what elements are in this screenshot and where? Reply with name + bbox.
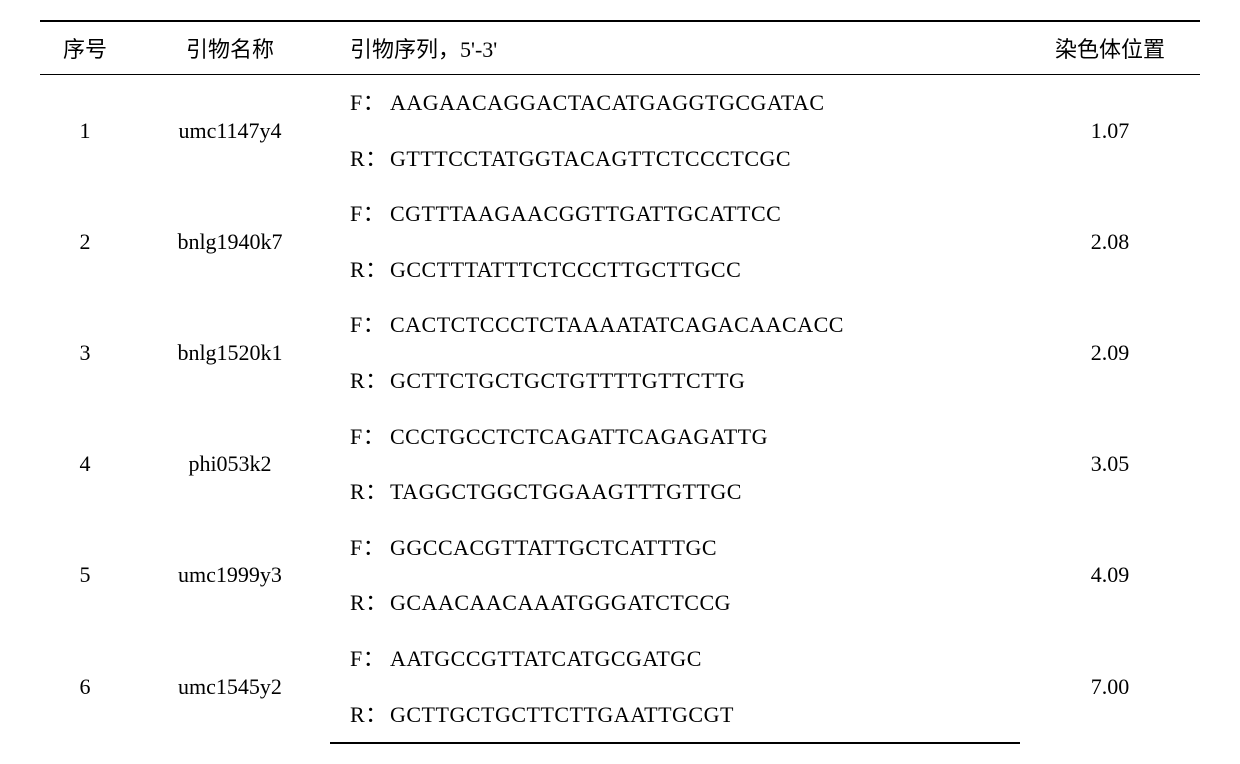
- cell-seq-reverse: R：GCTTCTGCTGCTGTTTTGTTCTTG: [330, 353, 1020, 409]
- table-header-row: 序号 引物名称 引物序列，5'-3' 染色体位置: [40, 21, 1200, 75]
- cell-name: bnlg1520k1: [130, 297, 330, 408]
- table-row: 6 umc1545y2 F：AATGCCGTTATCATGCGATGC 7.00: [40, 631, 1200, 687]
- seq-prefix-f: F：: [350, 639, 390, 679]
- seq-value-r: GCTTGCTGCTTCTTGAATTGCGT: [390, 702, 734, 727]
- cell-name: bnlg1940k7: [130, 186, 330, 297]
- cell-name: phi053k2: [130, 409, 330, 520]
- header-seq: 引物序列，5'-3': [330, 21, 1020, 75]
- seq-value-r: GCCTTTATTTCTCCCTTGCTTGCC: [390, 257, 741, 282]
- header-name: 引物名称: [130, 21, 330, 75]
- header-num: 序号: [40, 21, 130, 75]
- seq-value-f: CCCTGCCTCTCAGATTCAGAGATTG: [390, 424, 768, 449]
- cell-num: 5: [40, 520, 130, 631]
- seq-value-f: CGTTTAAGAACGGTTGATTGCATTCC: [390, 201, 781, 226]
- table-body: 1 umc1147y4 F：AAGAACAGGACTACATGAGGTGCGAT…: [40, 75, 1200, 744]
- cell-pos: 1.07: [1020, 75, 1200, 187]
- cell-pos: 7.00: [1020, 631, 1200, 743]
- cell-seq-reverse: R：GCAACAACAAATGGGATCTCCG: [330, 575, 1020, 631]
- cell-seq-forward: F：CACTCTCCCTCTAAAATATCAGACAACACC: [330, 297, 1020, 353]
- seq-value-r: GCAACAACAAATGGGATCTCCG: [390, 590, 731, 615]
- seq-prefix-f: F：: [350, 417, 390, 457]
- seq-value-f: AATGCCGTTATCATGCGATGC: [390, 646, 702, 671]
- table-row: 4 phi053k2 F：CCCTGCCTCTCAGATTCAGAGATTG 3…: [40, 409, 1200, 465]
- cell-pos: 2.09: [1020, 297, 1200, 408]
- cell-num: 6: [40, 631, 130, 743]
- cell-name: umc1147y4: [130, 75, 330, 187]
- cell-seq-forward: F：GGCCACGTTATTGCTCATTTGC: [330, 520, 1020, 576]
- seq-prefix-r: R：: [350, 472, 390, 512]
- cell-seq-reverse: R：GTTTCCTATGGTACAGTTCTCCCTCGC: [330, 131, 1020, 187]
- cell-num: 3: [40, 297, 130, 408]
- seq-value-f: AAGAACAGGACTACATGAGGTGCGATAC: [390, 90, 825, 115]
- table-row: 5 umc1999y3 F：GGCCACGTTATTGCTCATTTGC 4.0…: [40, 520, 1200, 576]
- cell-seq-reverse: R：TAGGCTGGCTGGAAGTTTGTTGC: [330, 464, 1020, 520]
- cell-name: umc1999y3: [130, 520, 330, 631]
- table-row: 2 bnlg1940k7 F：CGTTTAAGAACGGTTGATTGCATTC…: [40, 186, 1200, 242]
- seq-prefix-r: R：: [350, 250, 390, 290]
- seq-prefix-r: R：: [350, 139, 390, 179]
- cell-num: 2: [40, 186, 130, 297]
- cell-seq-reverse: R：GCCTTTATTTCTCCCTTGCTTGCC: [330, 242, 1020, 298]
- cell-pos: 4.09: [1020, 520, 1200, 631]
- cell-name: umc1545y2: [130, 631, 330, 743]
- seq-value-r: GTTTCCTATGGTACAGTTCTCCCTCGC: [390, 146, 791, 171]
- seq-prefix-f: F：: [350, 305, 390, 345]
- seq-prefix-f: F：: [350, 83, 390, 123]
- cell-pos: 3.05: [1020, 409, 1200, 520]
- seq-value-f: CACTCTCCCTCTAAAATATCAGACAACACC: [390, 312, 844, 337]
- cell-seq-forward: F：AAGAACAGGACTACATGAGGTGCGATAC: [330, 75, 1020, 131]
- cell-num: 4: [40, 409, 130, 520]
- seq-prefix-r: R：: [350, 583, 390, 623]
- primer-table: 序号 引物名称 引物序列，5'-3' 染色体位置 1 umc1147y4 F：A…: [40, 20, 1200, 744]
- table-row: 1 umc1147y4 F：AAGAACAGGACTACATGAGGTGCGAT…: [40, 75, 1200, 131]
- cell-seq-forward: F：AATGCCGTTATCATGCGATGC: [330, 631, 1020, 687]
- table-row: 3 bnlg1520k1 F：CACTCTCCCTCTAAAATATCAGACA…: [40, 297, 1200, 353]
- cell-seq-forward: F：CCCTGCCTCTCAGATTCAGAGATTG: [330, 409, 1020, 465]
- cell-seq-forward: F：CGTTTAAGAACGGTTGATTGCATTCC: [330, 186, 1020, 242]
- seq-value-r: TAGGCTGGCTGGAAGTTTGTTGC: [390, 479, 742, 504]
- seq-prefix-r: R：: [350, 361, 390, 401]
- seq-prefix-f: F：: [350, 194, 390, 234]
- seq-value-f: GGCCACGTTATTGCTCATTTGC: [390, 535, 717, 560]
- seq-value-r: GCTTCTGCTGCTGTTTTGTTCTTG: [390, 368, 745, 393]
- seq-prefix-r: R：: [350, 695, 390, 735]
- header-pos: 染色体位置: [1020, 21, 1200, 75]
- cell-seq-reverse: R：GCTTGCTGCTTCTTGAATTGCGT: [330, 687, 1020, 744]
- cell-num: 1: [40, 75, 130, 187]
- seq-prefix-f: F：: [350, 528, 390, 568]
- cell-pos: 2.08: [1020, 186, 1200, 297]
